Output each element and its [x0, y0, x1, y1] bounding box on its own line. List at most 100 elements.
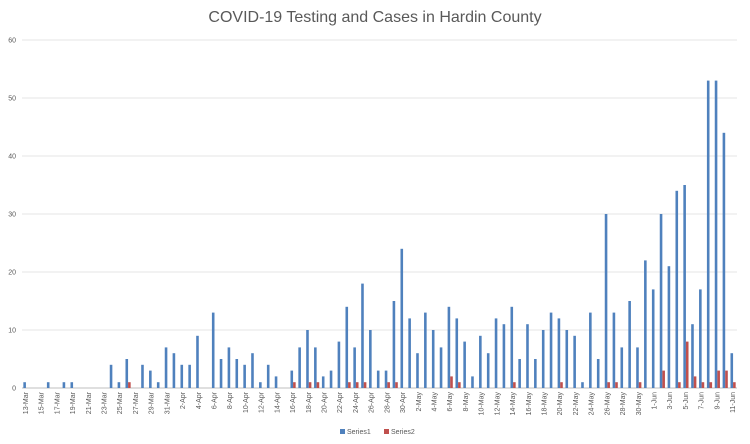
bar-series1 — [384, 370, 388, 388]
bar-series1 — [219, 359, 223, 388]
bar-series1 — [416, 353, 419, 388]
bar-series2 — [348, 382, 351, 388]
bar-series1 — [447, 306, 451, 388]
bar-series1 — [259, 382, 262, 388]
bar-series1 — [486, 353, 490, 388]
bar-series1 — [651, 289, 655, 388]
bar-series1 — [266, 364, 270, 388]
bar-series1 — [46, 382, 50, 388]
y-tick-label: 10 — [8, 328, 16, 335]
bars — [23, 80, 736, 388]
x-tick-label: 10-Apr — [243, 391, 250, 413]
bar-series2 — [293, 382, 296, 388]
bar-series1 — [227, 347, 231, 388]
bar-series2 — [308, 382, 312, 388]
x-tick-label: 20-May — [557, 392, 564, 416]
y-tick-label: 60 — [8, 38, 16, 45]
bar-series1 — [628, 301, 631, 388]
bar-series1 — [117, 382, 121, 388]
x-tick-label: 31-Mar — [164, 391, 171, 414]
legend-label: Series1 — [347, 429, 371, 436]
bar-series1 — [369, 330, 372, 388]
bar-series1 — [149, 370, 152, 388]
bar-series1 — [408, 318, 411, 388]
bar-series1 — [306, 330, 309, 388]
x-tick-label: 24-Apr — [353, 391, 360, 413]
bar-series1 — [23, 382, 26, 388]
bar-series1 — [353, 347, 356, 388]
bar-series1 — [392, 301, 396, 388]
bar-series1 — [243, 364, 246, 388]
bar-series2 — [316, 382, 320, 388]
bar-series2 — [607, 382, 610, 388]
bar-series1 — [589, 312, 592, 388]
x-tick-label: 12-Apr — [259, 391, 266, 413]
x-tick-label: 27-Mar — [133, 391, 140, 414]
bar-series2 — [513, 382, 516, 388]
bar-series2 — [387, 382, 390, 388]
bar-series1 — [510, 306, 514, 388]
x-tick-label: 26-Apr — [369, 391, 376, 413]
bar-series2 — [678, 382, 681, 388]
bar-series1 — [125, 359, 129, 388]
bar-series1 — [274, 376, 278, 388]
bar-series1 — [431, 330, 435, 388]
bar-series1 — [314, 347, 317, 388]
bar-series1 — [596, 359, 600, 388]
bar-series2 — [725, 370, 728, 388]
x-tick-label: 11-Jun — [730, 392, 737, 413]
bar-series2 — [363, 382, 367, 388]
bar-series1 — [565, 330, 569, 388]
x-tick-label: 2-May — [416, 392, 423, 412]
x-tick-label: 19-Mar — [70, 391, 77, 414]
x-tick-label: 10-May — [479, 392, 486, 416]
bar-series1 — [62, 382, 66, 388]
bar-series1 — [573, 335, 576, 388]
bar-series1 — [502, 324, 506, 388]
bar-series1 — [141, 364, 144, 388]
bar-series2 — [693, 376, 697, 388]
x-tick-label: 29-Mar — [149, 391, 156, 414]
bar-series1 — [164, 347, 168, 388]
bar-series1 — [321, 376, 325, 388]
x-tick-label: 4-May — [432, 392, 439, 412]
x-tick-label: 25-Mar — [117, 391, 124, 414]
y-tick-label: 20 — [8, 270, 16, 277]
x-tick-label: 23-Mar — [102, 391, 109, 414]
gridlines — [22, 39, 737, 389]
bar-series1 — [714, 80, 718, 388]
bar-series1 — [109, 364, 113, 388]
x-tick-label: 1-Jun — [652, 392, 659, 410]
bar-series1 — [439, 347, 443, 388]
bar-series2 — [450, 376, 453, 388]
x-tick-label: 26-May — [604, 392, 611, 416]
bar-series1 — [463, 341, 466, 388]
x-tick-label: 18-May — [542, 392, 549, 416]
x-tick-label: 18-Apr — [306, 391, 313, 413]
x-tick-label: 7-Jun — [699, 392, 706, 410]
x-tick-label: 12-May — [494, 392, 501, 416]
y-tick-label: 0 — [12, 386, 16, 393]
x-tick-label: 21-Mar — [86, 391, 93, 414]
bar-series1 — [156, 382, 160, 388]
bar-series1 — [172, 353, 176, 388]
bar-series1 — [620, 347, 624, 388]
bar-series1 — [298, 347, 301, 388]
bar-series1 — [361, 283, 364, 388]
y-axis-ticks: 0 10 20 30 40 50 60 — [8, 38, 16, 393]
bar-series1 — [541, 330, 545, 388]
legend-swatch — [340, 429, 345, 434]
x-tick-label: 13-Mar — [23, 391, 30, 414]
x-tick-label: 8-May — [463, 392, 470, 412]
x-tick-label: 28-May — [620, 392, 627, 416]
bar-series1 — [345, 306, 349, 388]
x-tick-label: 14-May — [510, 392, 517, 416]
x-tick-label: 5-Jun — [683, 392, 690, 410]
legend-label: Series2 — [391, 429, 415, 436]
bar-series1 — [675, 190, 679, 388]
bar-series1 — [180, 364, 184, 388]
x-tick-label: 14-Apr — [274, 391, 281, 413]
bar-series2 — [709, 382, 713, 388]
x-tick-label: 3-Jun — [667, 392, 674, 410]
